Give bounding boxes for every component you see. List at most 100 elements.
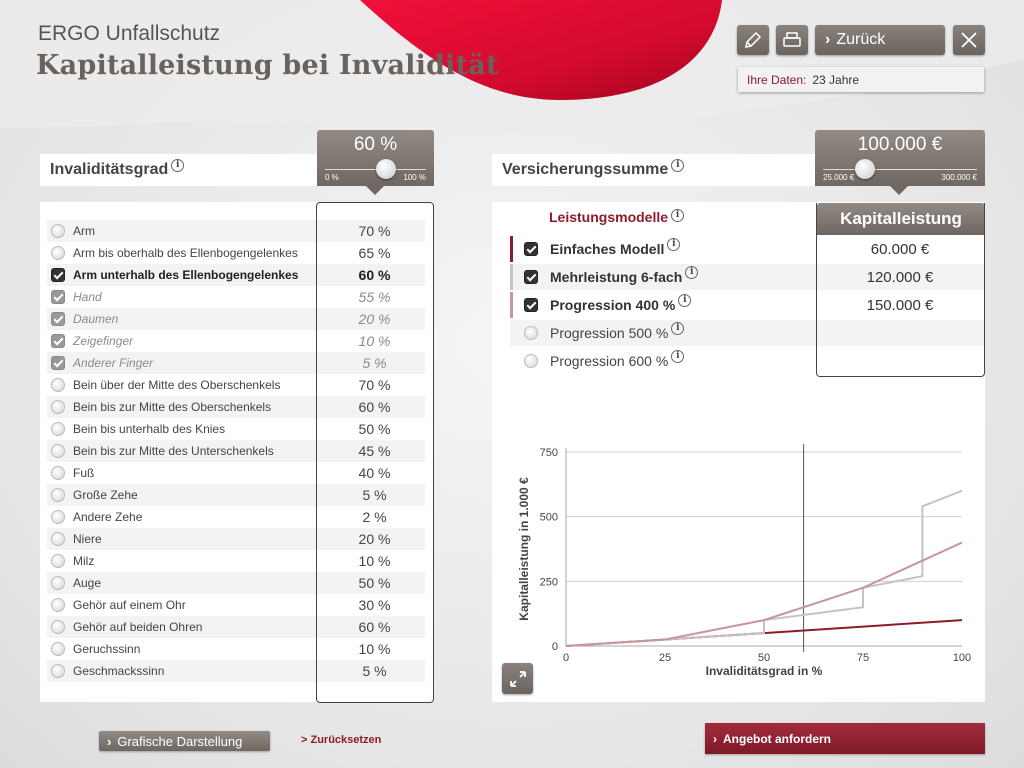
- checkbox[interactable]: [524, 326, 538, 340]
- checkbox[interactable]: [51, 444, 65, 458]
- checkbox[interactable]: [51, 642, 65, 656]
- checkbox[interactable]: [51, 554, 65, 568]
- body-part-label: Auge: [73, 576, 102, 590]
- pencil-icon: [745, 31, 762, 48]
- slider-pointer: [890, 186, 908, 195]
- info-icon[interactable]: i: [671, 349, 685, 363]
- versicherungssumme-slider-knob[interactable]: [854, 159, 875, 179]
- invaliditaetsgrad-title: Invaliditätsgrad: [50, 161, 169, 178]
- request-offer-button[interactable]: › Angebot anfordern: [705, 723, 985, 754]
- checkbox[interactable]: [524, 242, 538, 256]
- checkbox[interactable]: [51, 312, 65, 326]
- checkbox[interactable]: [524, 298, 538, 312]
- model-label: Progression 400 %: [550, 297, 676, 313]
- body-part-percentage: 70 %: [358, 377, 391, 393]
- body-part-row[interactable]: Gehör auf beiden Ohren 60 %: [47, 616, 425, 638]
- invaliditaetsgrad-slider-knob[interactable]: [375, 159, 396, 179]
- model-row[interactable]: Progression 400 % i 150.000 €: [510, 292, 984, 318]
- body-part-row[interactable]: Bein bis zur Mitte des Oberschenkels 60 %: [47, 396, 425, 418]
- checkbox[interactable]: [51, 532, 65, 546]
- model-row[interactable]: Progression 500 % i: [510, 320, 984, 346]
- info-icon[interactable]: i: [667, 237, 681, 251]
- body-part-percentage: 65 %: [358, 245, 391, 261]
- checkbox[interactable]: [51, 268, 65, 282]
- body-part-row[interactable]: Anderer Finger 5 %: [47, 352, 425, 374]
- body-part-label: Fuß: [73, 466, 95, 480]
- checkbox[interactable]: [51, 400, 65, 414]
- body-part-row[interactable]: Gehör auf einem Ohr 30 %: [47, 594, 425, 616]
- model-row[interactable]: Einfaches Modell i 60.000 €: [510, 236, 984, 262]
- versicherungssumme-track[interactable]: [823, 169, 977, 170]
- kapitalleistung-chart: 0 250 500 750 0 25 50 75 100 Invaliditätsgrad in …: [517, 444, 971, 678]
- body-part-row[interactable]: Milz 10 %: [47, 550, 425, 572]
- checkbox[interactable]: [51, 246, 65, 260]
- expand-chart-button[interactable]: [502, 663, 533, 694]
- graph-view-button[interactable]: › Grafische Darstellung: [99, 731, 270, 751]
- body-part-row[interactable]: Andere Zehe 2 %: [47, 506, 425, 528]
- checkbox[interactable]: [51, 356, 65, 370]
- checkbox[interactable]: [51, 620, 65, 634]
- print-button[interactable]: [776, 25, 808, 55]
- body-part-row[interactable]: Arm unterhalb des Ellenbogengelenkes 60 %: [47, 264, 425, 286]
- body-part-row[interactable]: Niere 20 %: [47, 528, 425, 550]
- checkbox[interactable]: [51, 224, 65, 238]
- info-icon[interactable]: i: [678, 293, 692, 307]
- printer-icon: [783, 32, 801, 47]
- model-row[interactable]: Mehrleistung 6-fach i 120.000 €: [510, 264, 984, 290]
- checkbox[interactable]: [51, 664, 65, 678]
- checkbox[interactable]: [524, 354, 538, 368]
- edit-button[interactable]: [737, 25, 769, 55]
- info-icon[interactable]: i: [671, 209, 685, 222]
- info-icon[interactable]: i: [671, 158, 685, 172]
- model-label: Progression 500 %: [550, 325, 669, 341]
- body-part-percentage: 60 %: [358, 399, 391, 415]
- reset-link[interactable]: > Zurücksetzen: [301, 734, 382, 746]
- user-data-bar[interactable]: Ihre Daten: 23 Jahre: [738, 67, 984, 92]
- page-title: Kapitalleistung bei Invalidität: [36, 50, 499, 81]
- body-part-row[interactable]: Arm bis oberhalb des Ellenbogengelenkes 6…: [47, 242, 425, 264]
- x-axis-label: Invaliditätsgrad in %: [706, 664, 823, 678]
- checkbox[interactable]: [51, 290, 65, 304]
- body-part-row[interactable]: Geruchssinn 10 %: [47, 638, 425, 660]
- info-icon[interactable]: i: [671, 321, 685, 335]
- body-part-row[interactable]: Arm 70 %: [47, 220, 425, 242]
- body-part-percentage: 55 %: [358, 289, 391, 305]
- request-offer-label: Angebot anfordern: [723, 731, 831, 746]
- body-part-row[interactable]: Bein über der Mitte des Oberschenkels 70 …: [47, 374, 425, 396]
- close-button[interactable]: [953, 25, 985, 55]
- x-tick-label: 25: [659, 652, 671, 664]
- info-icon[interactable]: i: [171, 158, 185, 172]
- info-icon[interactable]: i: [685, 265, 699, 279]
- chevron-right-icon: ›: [713, 731, 717, 746]
- checkbox[interactable]: [51, 378, 65, 392]
- model-row[interactable]: Progression 600 % i: [510, 348, 984, 374]
- body-part-label: Andere Zehe: [73, 510, 143, 524]
- invaliditaetsgrad-track[interactable]: [325, 169, 426, 170]
- body-part-row[interactable]: Zeigefinger 10 %: [47, 330, 425, 352]
- body-part-row[interactable]: Geschmackssinn 5 %: [47, 660, 425, 682]
- body-part-row[interactable]: Auge 50 %: [47, 572, 425, 594]
- checkbox[interactable]: [51, 510, 65, 524]
- checkbox[interactable]: [51, 576, 65, 590]
- body-part-label: Bein bis unterhalb des Knies: [73, 422, 226, 436]
- checkbox[interactable]: [524, 270, 538, 284]
- checkbox[interactable]: [51, 488, 65, 502]
- graph-view-label: Grafische Darstellung: [117, 733, 243, 749]
- checkbox[interactable]: [51, 598, 65, 612]
- chevron-right-icon: ›: [825, 31, 831, 48]
- x-tick-label: 100: [953, 652, 971, 664]
- x-tick-label: 0: [563, 652, 569, 664]
- back-button-label: Zurück: [836, 31, 886, 48]
- body-part-row[interactable]: Hand 55 %: [47, 286, 425, 308]
- body-part-row[interactable]: Bein bis zur Mitte des Unterschenkels 45 …: [47, 440, 425, 462]
- series-line-3: [565, 541, 963, 647]
- body-part-row[interactable]: Daumen 20 %: [47, 308, 425, 330]
- checkbox[interactable]: [51, 466, 65, 480]
- body-part-row[interactable]: Fuß 40 %: [47, 462, 425, 484]
- body-part-row[interactable]: Bein bis unterhalb des Knies 50 %: [47, 418, 425, 440]
- back-button[interactable]: › Zurück: [815, 25, 945, 55]
- body-part-row[interactable]: Große Zehe 5 %: [47, 484, 425, 506]
- checkbox[interactable]: [51, 422, 65, 436]
- kapitalleistung-header: Kapitalleistung: [817, 203, 985, 235]
- checkbox[interactable]: [51, 334, 65, 348]
